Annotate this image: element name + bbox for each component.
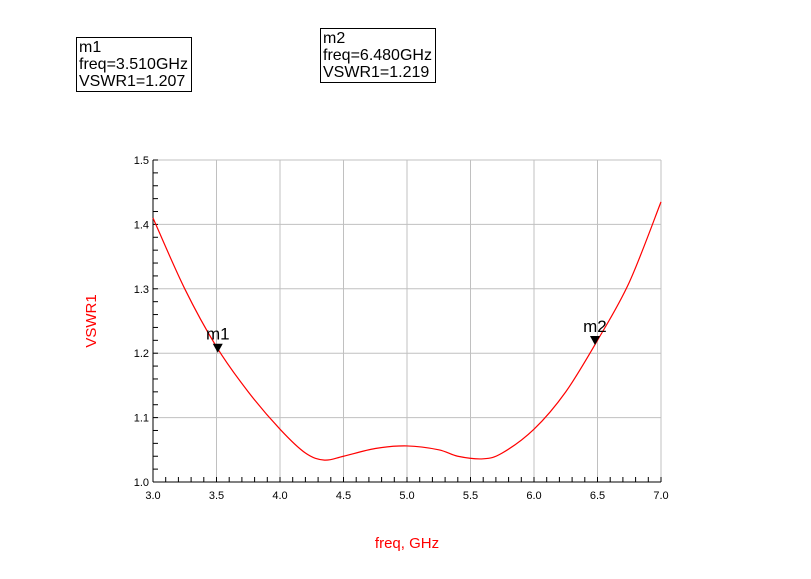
marker-label-m1: m1 [206, 325, 230, 344]
y-tick-label: 1.1 [134, 413, 149, 425]
x-axis-title: freq, GHz [375, 535, 439, 552]
x-tick-label: 6.0 [526, 490, 541, 502]
marker-freq: freq=6.480GHz [323, 47, 432, 64]
marker-triangle-m1 [212, 343, 223, 353]
y-axis-title: VSWR1 [83, 294, 100, 347]
marker-name: m2 [323, 30, 346, 47]
x-tick-label: 4.0 [272, 490, 287, 502]
x-tick-label: 3.0 [145, 490, 160, 502]
y-tick-label: 1.3 [134, 284, 149, 296]
marker-readout-m2: m2 freq=6.480GHz VSWR1=1.219 [320, 28, 436, 83]
series-line-vswr1 [152, 201, 662, 461]
marker-name: m1 [79, 39, 102, 56]
marker-freq: freq=3.510GHz [79, 56, 188, 73]
x-tick-label: 6.5 [590, 490, 605, 502]
x-tick-label: 3.5 [209, 490, 224, 502]
marker-triangle-m2 [589, 335, 600, 345]
y-tick-label: 1.5 [134, 155, 149, 167]
marker-label-m2: m2 [583, 317, 607, 336]
marker-value: VSWR1=1.207 [79, 73, 186, 90]
marker-value: VSWR1=1.219 [323, 64, 430, 81]
x-tick-label: 4.5 [336, 490, 351, 502]
y-tick-label: 1.0 [134, 477, 149, 489]
y-tick-label: 1.2 [134, 348, 149, 360]
x-tick-label: 5.0 [399, 490, 414, 502]
marker-readout-m1: m1 freq=3.510GHz VSWR1=1.207 [76, 37, 192, 92]
y-tick-label: 1.4 [134, 219, 149, 231]
x-tick-label: 7.0 [653, 490, 668, 502]
x-tick-label: 5.5 [463, 490, 478, 502]
